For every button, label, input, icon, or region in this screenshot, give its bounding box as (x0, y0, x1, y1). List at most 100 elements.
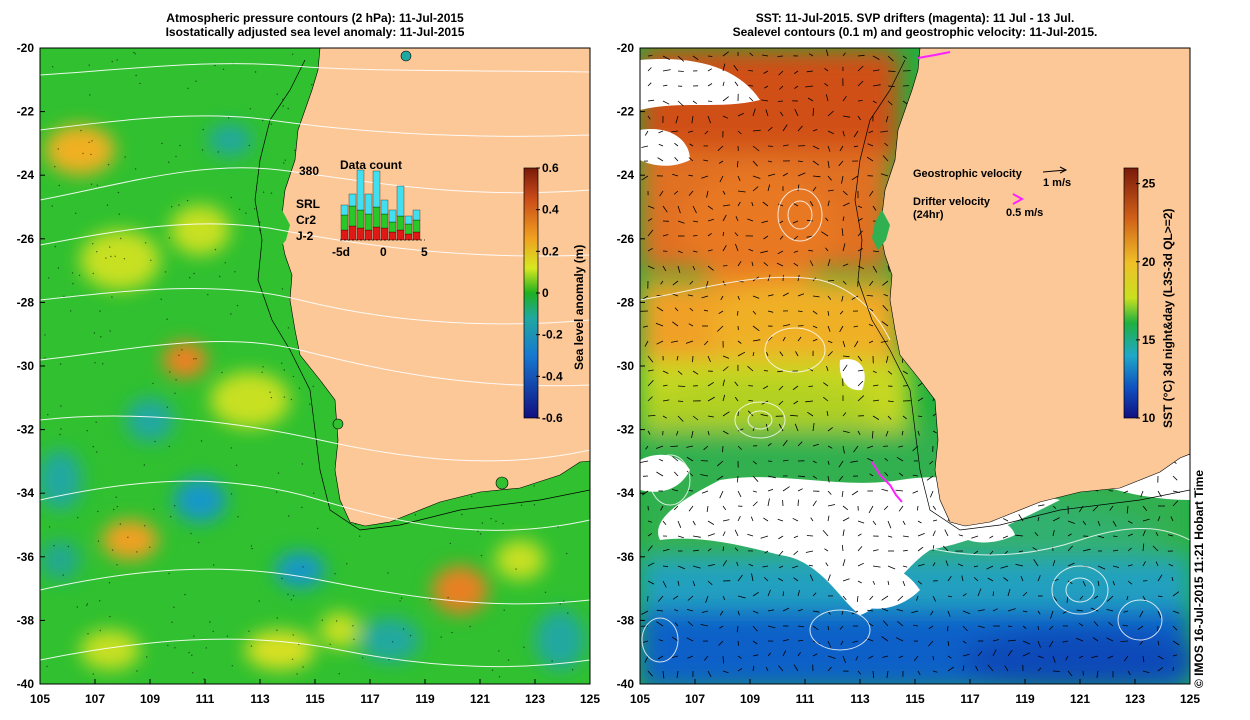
geostrophic-arrow (662, 670, 665, 679)
geostrophic-arrow (1126, 595, 1129, 601)
sla-field (40, 124, 585, 670)
geostrophic-arrow (686, 456, 694, 462)
geostrophic-arrow (777, 203, 784, 207)
geostrophic-arrow (737, 595, 746, 599)
geostrophic-arrow (1015, 534, 1024, 537)
geostrophic-arrow (869, 308, 874, 312)
sla-data-dot (230, 196, 232, 199)
geostrophic-arrow (752, 352, 755, 357)
geostrophic-arrow (857, 562, 864, 567)
geostrophic-arrow (782, 336, 786, 342)
colorbar-tick-label: -0.6 (542, 411, 563, 425)
geostrophic-arrow (902, 580, 906, 587)
geostrophic-arrow (765, 109, 769, 117)
sla-data-dot (238, 208, 241, 211)
sla-data-dot (248, 630, 250, 632)
geostrophic-arrow (749, 52, 754, 57)
geostrophic-arrow (1094, 595, 1099, 599)
drifter-velocity-sub: (24hr) (913, 209, 944, 221)
data-count-x-label: 5 (421, 245, 428, 259)
geostrophic-arrow (1037, 640, 1041, 648)
geostrophic-arrow (687, 130, 694, 133)
geostrophic-arrow (782, 324, 791, 327)
sla-data-dot (94, 362, 96, 364)
geostrophic-arrow (734, 381, 739, 387)
geostrophic-arrow (642, 490, 649, 496)
geostrophic-arrow (760, 250, 769, 254)
geostrophic-arrow (797, 651, 801, 657)
geostrophic-arrow (812, 145, 820, 150)
geostrophic-arrow (868, 130, 874, 134)
geostrophic-arrow (1172, 610, 1180, 614)
sla-data-dot (92, 446, 95, 448)
sla-data-dot (188, 651, 190, 654)
geostrophic-arrow (692, 55, 699, 61)
sla-data-dot (261, 371, 263, 373)
geostrophic-arrow (842, 655, 847, 664)
geostrophic-arrow (752, 108, 756, 117)
geostrophic-arrow (1022, 640, 1031, 645)
geostrophic-arrow (778, 550, 784, 557)
geostrophic-arrow (1033, 559, 1039, 567)
geostrophic-arrow (718, 160, 724, 164)
geostrophic-arrow (884, 142, 889, 147)
geostrophic-arrow (896, 609, 904, 612)
geostrophic-arrow (1052, 595, 1058, 601)
sla-data-dot (168, 237, 171, 239)
geostrophic-arrow (1092, 505, 1099, 512)
geostrophic-arrow (1079, 655, 1084, 659)
geostrophic-arrow (778, 400, 784, 406)
geostrophic-arrow (722, 214, 727, 222)
geostrophic-arrow (670, 445, 679, 447)
sla-data-dot (108, 582, 111, 584)
geostrophic-arrow (707, 83, 713, 87)
geostrophic-arrow (687, 294, 694, 297)
geostrophic-arrow (752, 591, 759, 597)
sla-data-dot (317, 527, 319, 530)
geostrophic-arrow (1107, 655, 1114, 659)
geostrophic-arrow (851, 175, 859, 181)
sealevel-contours (640, 188, 1190, 663)
sla-data-dot (89, 94, 91, 96)
geostrophic-arrow (1172, 475, 1178, 481)
geostrophic-arrow (1142, 505, 1148, 511)
geostrophic-arrow (671, 636, 679, 642)
geostrophic-arrow (737, 201, 741, 207)
sla-data-dot (288, 515, 290, 517)
geostrophic-arrow (752, 339, 761, 342)
geostrophic-arrow (677, 55, 685, 62)
geostrophic-arrow (822, 529, 829, 537)
geostrophic-arrow (779, 85, 784, 90)
geostrophic-arrow (1172, 625, 1178, 631)
geostrophic-arrow (662, 399, 670, 402)
geostrophic-arrow (752, 501, 758, 507)
geostrophic-arrow (767, 609, 774, 612)
geostrophic-arrow (1090, 607, 1099, 612)
sla-data-dot (253, 208, 256, 210)
geostrophic-arrow (887, 565, 896, 570)
geostrophic-arrow (778, 385, 784, 391)
sla-data-dot (193, 358, 195, 360)
sla-data-dot (76, 606, 79, 608)
sla-data-dot (107, 163, 110, 166)
geostrophic-arrow (812, 338, 818, 342)
geostrophic-arrow (792, 517, 799, 522)
geostrophic-arrow (677, 535, 684, 539)
geostrophic-arrow (881, 321, 889, 327)
sla-colorbar: 0.6 0.4 0.2 0 -0.2 -0.4 -0.6 Sea level anomaly… (523, 161, 586, 425)
data-count-bar (412, 219, 421, 233)
sla-data-dot (170, 516, 172, 518)
data-count-bar (372, 206, 381, 228)
geostrophic-arrow (872, 670, 875, 679)
geostrophic-arrow (872, 370, 877, 374)
sla-data-dot (110, 255, 112, 258)
sla-data-dot (276, 617, 278, 619)
geostrophic-arrow (902, 520, 906, 526)
sla-data-dot (294, 149, 296, 151)
sla-data-dot (214, 64, 216, 67)
geostrophic-arrow (688, 157, 694, 162)
lon-tick-label: 115 (305, 692, 325, 706)
sla-data-dot (400, 597, 403, 599)
sla-data-dot (230, 493, 233, 495)
geostrophic-arrow (737, 475, 739, 483)
